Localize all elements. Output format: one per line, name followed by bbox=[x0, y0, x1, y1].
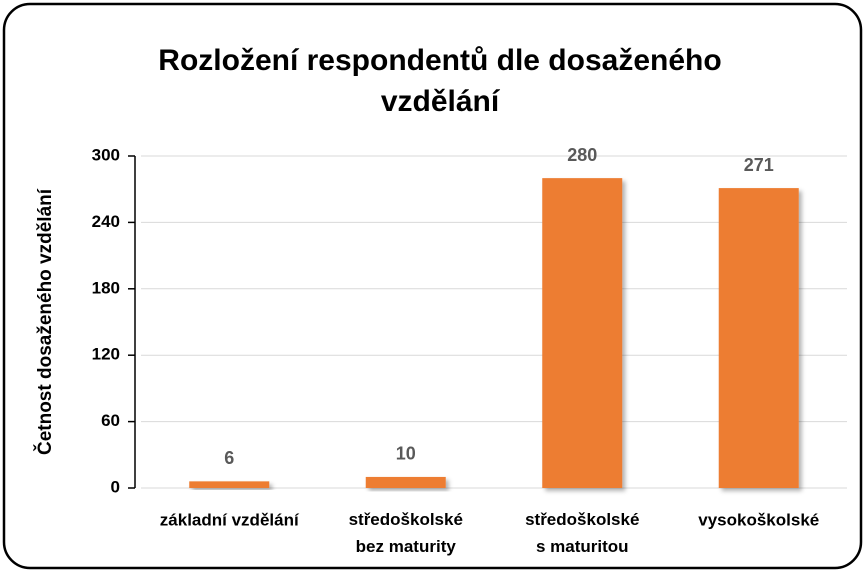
data-label: 10 bbox=[396, 444, 416, 464]
x-tick-label: středoškolské s maturitou bbox=[525, 510, 639, 556]
chart-frame bbox=[2, 2, 863, 570]
y-tick-label: 180 bbox=[92, 278, 120, 297]
y-axis-label: Četnost dosaženého vzdělání bbox=[34, 188, 56, 455]
x-tick-label: vysokoškolské bbox=[698, 510, 819, 529]
chart-title: Rozložení respondentů dle dosaženého vzdě… bbox=[158, 44, 721, 118]
x-tick-label: základní vzdělání bbox=[160, 510, 300, 529]
data-label: 6 bbox=[224, 448, 234, 468]
y-tick-label: 240 bbox=[92, 212, 120, 231]
y-tick-label: 120 bbox=[92, 345, 120, 364]
y-tick-label: 60 bbox=[101, 411, 120, 430]
y-tick-label: 0 bbox=[111, 477, 120, 496]
y-tick-label: 300 bbox=[92, 145, 120, 164]
x-tick-label: středoškolské bez maturity bbox=[349, 510, 463, 556]
bar bbox=[189, 481, 270, 488]
bar bbox=[365, 476, 446, 488]
data-label: 271 bbox=[744, 155, 774, 175]
bar bbox=[542, 178, 623, 488]
bar bbox=[718, 188, 799, 489]
data-label: 280 bbox=[567, 145, 597, 165]
